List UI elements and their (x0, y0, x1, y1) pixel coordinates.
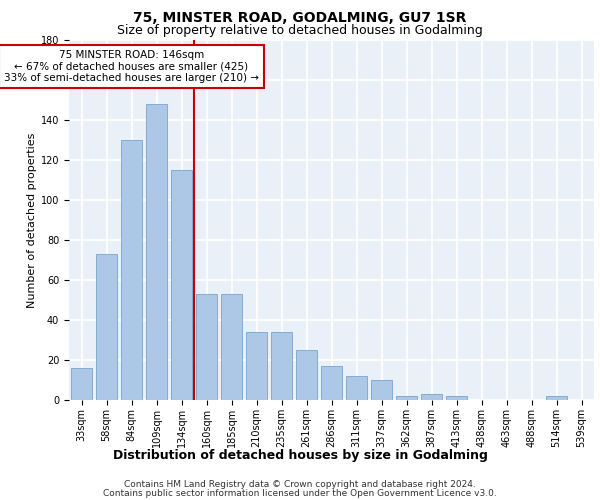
Text: Size of property relative to detached houses in Godalming: Size of property relative to detached ho… (117, 24, 483, 37)
Bar (171, 170, 192, 400)
Bar (246, 332, 267, 400)
Bar (396, 396, 417, 400)
Bar (546, 396, 567, 400)
Bar (146, 104, 167, 400)
Bar (421, 394, 442, 400)
Bar (196, 294, 217, 400)
Text: Contains HM Land Registry data © Crown copyright and database right 2024.: Contains HM Land Registry data © Crown c… (124, 480, 476, 489)
Text: 75, MINSTER ROAD, GODALMING, GU7 1SR: 75, MINSTER ROAD, GODALMING, GU7 1SR (133, 11, 467, 25)
Text: Distribution of detached houses by size in Godalming: Distribution of detached houses by size … (113, 450, 487, 462)
Text: Contains public sector information licensed under the Open Government Licence v3: Contains public sector information licen… (103, 489, 497, 498)
Bar (71, 368, 92, 400)
Bar (346, 376, 367, 400)
Y-axis label: Number of detached properties: Number of detached properties (26, 132, 37, 308)
Bar (271, 332, 292, 400)
Bar (446, 396, 467, 400)
Text: 75 MINSTER ROAD: 146sqm
← 67% of detached houses are smaller (425)
33% of semi-d: 75 MINSTER ROAD: 146sqm ← 67% of detache… (4, 50, 259, 83)
Bar (121, 140, 142, 400)
Bar (96, 254, 117, 400)
Bar (221, 294, 242, 400)
Bar (321, 366, 342, 400)
Bar (296, 350, 317, 400)
Bar (371, 380, 392, 400)
